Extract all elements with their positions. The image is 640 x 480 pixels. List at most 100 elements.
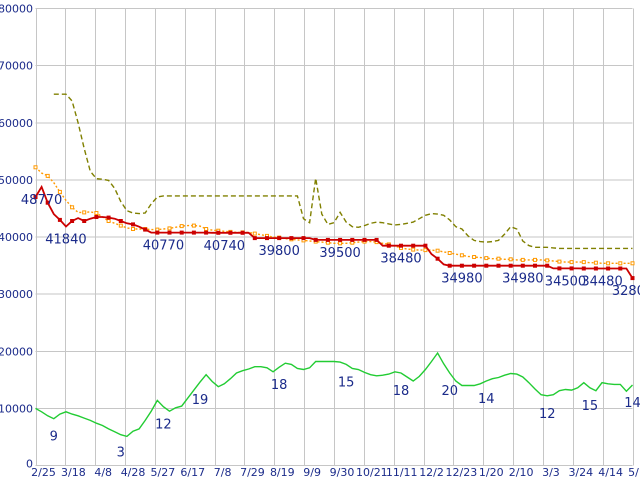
data-point-label-count: 9 xyxy=(50,430,58,445)
series-marker-mid xyxy=(131,227,135,231)
x-axis-tick-label: 3/18 xyxy=(61,466,86,479)
series-marker-low xyxy=(301,236,306,241)
series-marker-mid xyxy=(167,226,172,231)
series-marker-low xyxy=(411,243,416,248)
data-point-label-count: 12 xyxy=(155,418,172,433)
series-marker-mid xyxy=(338,241,343,246)
y-axis-tick-label: 70000 xyxy=(0,60,33,73)
series-marker-mid xyxy=(94,211,99,215)
series-marker-low xyxy=(350,237,355,242)
series-marker-low xyxy=(374,237,379,242)
data-point-label-low: 32800 xyxy=(612,284,640,299)
data-point-label-low: 40740 xyxy=(204,239,245,254)
series-marker-low xyxy=(252,236,257,241)
data-point-label-low: 34480 xyxy=(581,275,622,290)
grid-layer xyxy=(35,8,634,466)
x-axis-tick-label: 2/25 xyxy=(31,466,56,479)
x-axis-tick-label: 5/12 xyxy=(628,466,640,479)
x-axis-tick-label: 6/17 xyxy=(180,466,205,479)
series-marker-low xyxy=(325,237,330,242)
series-marker-low xyxy=(265,236,269,241)
x-axis-tick-label: 10/21 xyxy=(356,466,388,479)
data-point-label-count: 14 xyxy=(478,392,495,407)
x-axis-tick-label: 4/28 xyxy=(121,466,146,479)
series-marker-low xyxy=(472,263,477,268)
series-marker-mid xyxy=(496,256,501,261)
series-marker-mid xyxy=(411,247,416,252)
data-point-label-low: 40770 xyxy=(143,239,184,254)
y-axis-tick-label: 60000 xyxy=(0,117,33,130)
series-marker-low xyxy=(191,230,196,235)
series-marker-low xyxy=(557,266,562,271)
series-marker-mid xyxy=(45,173,50,178)
series-marker-mid xyxy=(569,260,574,265)
axis-label-layer: 0 10000 20000 30000 40000 50000 60000 70000 8000… xyxy=(0,3,640,480)
data-point-label-low: 38480 xyxy=(380,252,421,267)
series-marker-low xyxy=(94,215,99,219)
series-marker-mid xyxy=(106,219,111,223)
data-label-layer: 48770 41840 40770 40740 39800 39500 38480 34980… xyxy=(21,193,640,461)
y-axis-tick-label: 40000 xyxy=(0,231,33,244)
data-point-label-count: 18 xyxy=(271,378,288,393)
data-point-label-low: 39500 xyxy=(319,246,360,261)
series-marker-low xyxy=(533,263,537,268)
series-marker-mid xyxy=(557,259,562,264)
series-marker-low xyxy=(228,230,233,235)
series-marker-mid xyxy=(618,261,623,266)
series-marker-mid xyxy=(204,227,209,231)
series-marker-mid xyxy=(606,261,611,266)
series-marker-low xyxy=(277,236,282,241)
series-marker-low xyxy=(106,215,111,220)
series-marker-mid xyxy=(179,224,184,229)
series-marker-low xyxy=(520,263,525,268)
series-marker-mid xyxy=(533,257,537,262)
x-axis-tick-label: 3/3 xyxy=(542,466,560,479)
series-marker-low xyxy=(82,219,87,223)
y-axis-tick-label: 50000 xyxy=(0,174,33,187)
series-marker-low xyxy=(423,243,428,248)
series-marker-low xyxy=(57,217,62,222)
data-point-label-count: 20 xyxy=(441,384,458,399)
series-marker-low xyxy=(338,237,343,242)
series-marker-low xyxy=(484,263,489,268)
series-marker-low xyxy=(362,237,367,242)
series-marker-low xyxy=(581,266,586,271)
series-marker-low xyxy=(593,266,598,271)
series-layer xyxy=(33,93,635,438)
y-axis-tick-label: 10000 xyxy=(0,402,33,415)
data-point-label-low: 34500 xyxy=(545,274,586,289)
x-axis-tick-label: 5/27 xyxy=(151,466,176,479)
series-marker-mid xyxy=(435,248,440,253)
series-line-high xyxy=(53,93,633,250)
data-point-label-low: 48770 xyxy=(21,193,62,208)
series-marker-low xyxy=(33,195,38,199)
series-marker-low xyxy=(459,263,464,268)
series-marker-mid xyxy=(593,260,598,265)
series-marker-mid xyxy=(252,231,257,236)
data-point-label-count: 12 xyxy=(539,407,556,422)
series-marker-low xyxy=(289,236,294,241)
x-axis-tick-label: 7/29 xyxy=(240,466,265,479)
x-axis-tick-label: 3/24 xyxy=(568,466,593,479)
series-marker-low xyxy=(496,263,501,268)
series-marker-mid xyxy=(118,223,123,228)
data-point-label-low: 34980 xyxy=(502,272,543,287)
series-marker-low xyxy=(179,230,184,235)
x-axis-tick-label: 9/9 xyxy=(303,466,321,479)
series-marker-low xyxy=(118,219,123,223)
x-axis-tick-label: 11/11 xyxy=(386,466,418,479)
series-line-count xyxy=(35,351,633,438)
series-marker-low xyxy=(143,227,148,232)
data-point-label-count: 19 xyxy=(192,393,209,408)
x-axis-tick-label: 7/8 xyxy=(214,466,232,479)
series-marker-mid xyxy=(545,258,550,263)
x-axis-tick-label: 12/2 xyxy=(419,466,444,479)
series-marker-low xyxy=(45,200,50,205)
series-marker-low xyxy=(70,219,75,223)
x-axis-tick-label: 8/19 xyxy=(270,466,295,479)
series-marker-low xyxy=(399,243,403,248)
series-marker-low xyxy=(545,263,550,268)
data-point-label-low: 39800 xyxy=(258,244,299,259)
